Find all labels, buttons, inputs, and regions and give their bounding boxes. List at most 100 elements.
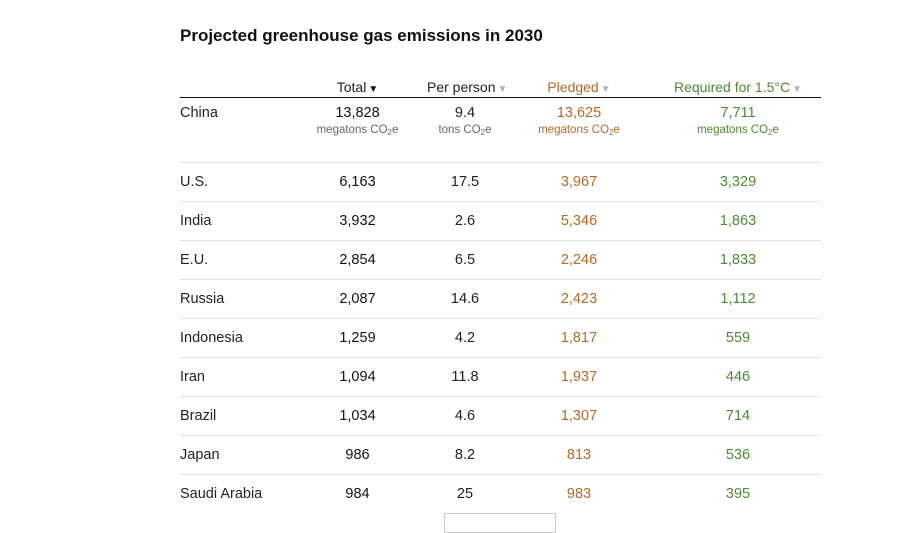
table-row: Russia 2,087 14.6 2,423 1,112 <box>180 279 821 319</box>
sort-icon: ▼ <box>497 84 508 95</box>
per-person-cell: 4.2 <box>427 318 503 358</box>
per-person-cell: 17.5 <box>427 162 503 202</box>
cell-value: 714 <box>725 408 751 424</box>
unit-subscript: 2 <box>609 128 614 137</box>
cell-value: 2,423 <box>560 291 598 307</box>
show-more-button[interactable] <box>444 513 556 533</box>
cell-value: 1,034 <box>339 408 376 424</box>
unit-suffix: e <box>772 124 779 136</box>
country-cell: Russia <box>180 279 288 319</box>
country-cell: India <box>180 201 288 241</box>
cell-value: Japan <box>180 447 220 463</box>
cell-value: 1,094 <box>339 369 376 385</box>
header-required[interactable]: Required for 1.5°C ▼ <box>655 70 821 98</box>
per-person-cell: 11.8 <box>427 357 503 397</box>
cell-value: E.U. <box>180 252 209 268</box>
unit-text: megatons CO <box>697 124 769 136</box>
table-row: Iran 1,094 11.8 1,937 446 <box>180 357 821 397</box>
cell-value: 25 <box>456 486 474 502</box>
cell-value: 446 <box>725 369 751 385</box>
cell-value: 9.4 <box>454 105 476 121</box>
sort-desc-icon: ▼ <box>368 84 379 95</box>
required-cell: 7,711 megatons CO2e <box>655 97 821 163</box>
country-cell: U.S. <box>180 162 288 202</box>
country-cell: Iran <box>180 357 288 397</box>
unit-text: megatons CO <box>316 124 388 136</box>
cell-value: Russia <box>180 291 225 307</box>
cell-value: 11.8 <box>451 369 479 385</box>
emissions-table: Total ▼ Per person ▼ Pledged ▼ Required for… <box>180 70 821 513</box>
cell-value: 395 <box>725 486 751 502</box>
table-row: India 3,932 2.6 5,346 1,863 <box>180 201 821 241</box>
cell-value: Indonesia <box>180 330 243 346</box>
pledged-cell: 1,937 <box>503 357 655 397</box>
cell-value: 2,854 <box>339 252 376 268</box>
required-cell: 3,329 <box>655 162 821 202</box>
cell-value: 13,828 <box>335 105 380 121</box>
cell-value: 7,711 <box>720 105 756 121</box>
unit-suffix: e <box>392 124 399 136</box>
unit-subscript: 2 <box>480 128 486 137</box>
cell-value: India <box>180 213 212 229</box>
cell-value: 1,307 <box>560 408 598 424</box>
total-cell: 2,854 <box>288 240 427 280</box>
cell-value: 4.6 <box>454 408 476 424</box>
cell-value: 984 <box>345 486 370 502</box>
unit-text: megatons CO <box>538 124 610 136</box>
cell-value: 2,087 <box>339 291 376 307</box>
header-per-person-label: Per person <box>427 79 496 95</box>
table-row: Indonesia 1,259 4.2 1,817 559 <box>180 318 821 358</box>
cell-value: 1,112 <box>720 291 756 307</box>
table-body: China 13,828 megatons CO2e 9.4 tons CO2e 13,6… <box>180 97 821 514</box>
unit-suffix: e <box>485 124 492 136</box>
cell-value: 3,329 <box>719 174 757 190</box>
cell-value: 5,346 <box>560 213 598 229</box>
table-row: China 13,828 megatons CO2e 9.4 tons CO2e 13,6… <box>180 97 821 163</box>
table-row: Brazil 1,034 4.6 1,307 714 <box>180 396 821 436</box>
total-cell: 1,034 <box>288 396 427 436</box>
header-pledged[interactable]: Pledged ▼ <box>503 70 655 98</box>
cell-value: 6.5 <box>454 252 476 268</box>
header-per-person[interactable]: Per person ▼ <box>427 70 507 98</box>
country-cell: E.U. <box>180 240 288 280</box>
total-cell: 2,087 <box>288 279 427 319</box>
unit-label: tons CO2e <box>427 124 503 137</box>
cell-value: Iran <box>180 369 205 385</box>
cell-value: 8.2 <box>454 447 476 463</box>
header-total[interactable]: Total ▼ <box>288 70 427 98</box>
required-cell: 714 <box>655 396 821 436</box>
table-row: E.U. 2,854 6.5 2,246 1,833 <box>180 240 821 280</box>
per-person-cell: 25 <box>427 475 503 514</box>
cell-value: 4.2 <box>454 330 476 346</box>
total-cell: 13,828 megatons CO2e <box>288 97 427 163</box>
unit-label: megatons CO2e <box>288 124 427 137</box>
table-row: Japan 986 8.2 813 536 <box>180 435 821 475</box>
cell-value: 3,967 <box>560 174 598 190</box>
required-cell: 1,112 <box>655 279 821 319</box>
required-cell: 559 <box>655 318 821 358</box>
pledged-cell: 5,346 <box>503 201 655 241</box>
total-cell: 1,259 <box>288 318 427 358</box>
cell-value: 1,833 <box>719 252 757 268</box>
pledged-cell: 813 <box>503 435 655 475</box>
required-cell: 446 <box>655 357 821 397</box>
unit-subscript: 2 <box>768 128 773 137</box>
cell-value: U.S. <box>180 174 209 190</box>
cell-value: Saudi Arabia <box>180 486 263 502</box>
required-cell: 1,833 <box>655 240 821 280</box>
cell-value: 2.6 <box>454 213 476 229</box>
cell-value: 13,625 <box>556 105 602 121</box>
pledged-cell: 1,307 <box>503 396 655 436</box>
cell-value: 2,246 <box>560 252 598 268</box>
header-total-label: Total <box>336 79 367 95</box>
per-person-cell: 2.6 <box>427 201 503 241</box>
header-row: Total ▼ Per person ▼ Pledged ▼ Required for… <box>180 70 821 98</box>
cell-value: 6,163 <box>339 174 376 190</box>
cell-value: 17.5 <box>450 174 480 190</box>
required-cell: 1,863 <box>655 201 821 241</box>
total-cell: 1,094 <box>288 357 427 397</box>
sort-icon: ▼ <box>792 84 802 95</box>
header-required-label: Required for 1.5°C <box>673 79 791 95</box>
cell-value: 983 <box>566 486 592 502</box>
total-cell: 986 <box>288 435 427 475</box>
